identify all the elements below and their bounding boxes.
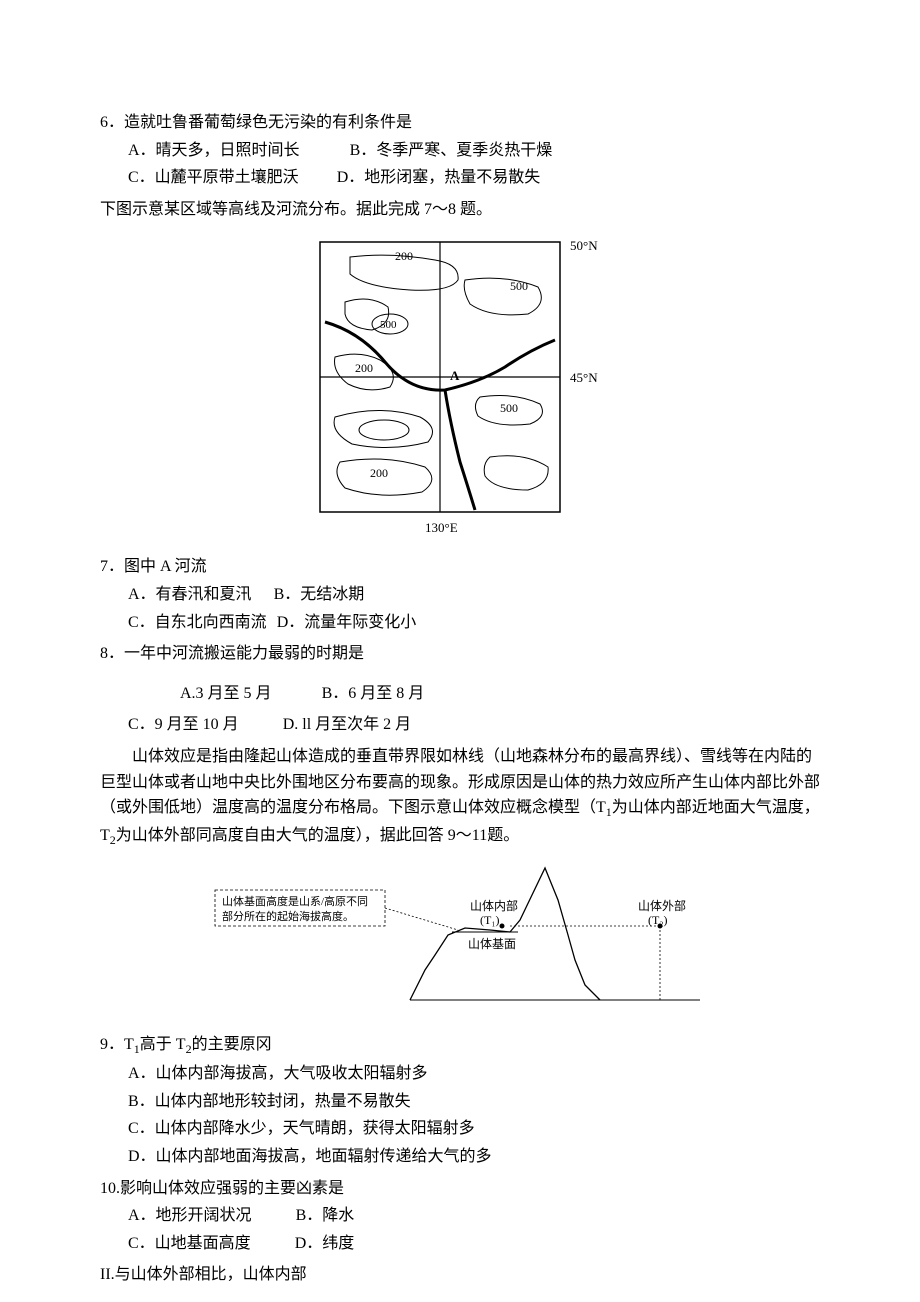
label-outer: 山体外部 <box>638 898 686 913</box>
q10-optD: D．纬度 <box>295 1235 355 1252</box>
q9-optD: D．山体内部地面海拔高，地面辐射传递给大气的多 <box>128 1144 820 1170</box>
q7-line2: C．自东北向西南流 D．流量年际变化小 <box>128 610 820 636</box>
note-line1: 山体基面高度是山系/高原不同 <box>222 894 368 908</box>
q7-stem: 7．图中 A 河流 <box>100 554 820 580</box>
question-11: II.与山体外部相比，山体内部 <box>100 1262 820 1288</box>
contour-map: 50°N 45°N 130°E 200 500 500 200 500 200 … <box>290 232 630 542</box>
q7-options: A．有春汛和夏汛 B．无结冰期 C．自东北向西南流 D．流量年际变化小 <box>100 582 820 635</box>
q8-line1: A.3 月至 5 月 B．6 月至 8 月 <box>180 681 820 707</box>
q10-optB: B．降水 <box>296 1207 355 1224</box>
q9-options: A．山体内部海拔高，大气吸收太阳辐射多 B．山体内部地形较封闭，热量不易散失 C… <box>100 1061 820 1169</box>
contour-500-b: 500 <box>380 319 397 331</box>
intro911-c: 为山体外部同高度自由大气的温度），据此回答 9～11题。 <box>116 827 519 844</box>
mountain-diagram: 山体基面高度是山系/高原不同 部分所在的起始海拔高度。 山体内部 (T₁) 山体… <box>210 860 710 1020</box>
question-10: 10.影响山体效应强弱的主要凶素是 A．地形开阔状况 B．降水 C．山地基面高度… <box>100 1176 820 1257</box>
question-7: 7．图中 A 河流 A．有春汛和夏汛 B．无结冰期 C．自东北向西南流 D．流量… <box>100 554 820 635</box>
q6-line1: A．晴天多，日照时间长 B．冬季严寒、夏季炎热干燥 <box>128 138 820 164</box>
q8-optC: C．9 月至 10 月 <box>128 716 239 733</box>
intro-7-8: 下图示意某区域等高线及河流分布。据此完成 7～8 题。 <box>100 197 820 223</box>
q9-stem-c: 的主要原冈 <box>192 1036 272 1053</box>
figure-2-wrap: 山体基面高度是山系/高原不同 部分所在的起始海拔高度。 山体内部 (T₁) 山体… <box>100 860 820 1020</box>
q7-optD: D．流量年际变化小 <box>277 614 417 631</box>
label-inner: 山体内部 <box>470 898 518 913</box>
contour-200-c: 500 <box>500 401 518 415</box>
q7-optA: A．有春汛和夏汛 <box>128 586 252 603</box>
q10-line2: C．山地基面高度 D．纬度 <box>128 1231 820 1257</box>
question-9: 9．T1高于 T2的主要原冈 A．山体内部海拔高，大气吸收太阳辐射多 B．山体内… <box>100 1032 820 1170</box>
label-base: 山体基面 <box>468 937 516 951</box>
q11-stem: II.与山体外部相比，山体内部 <box>100 1262 820 1288</box>
q8-optB: B．6 月至 8 月 <box>322 685 425 702</box>
q10-options: A．地形开阔状况 B．降水 C．山地基面高度 D．纬度 <box>100 1203 820 1256</box>
q8-options-top: A.3 月至 5 月 B．6 月至 8 月 <box>100 681 820 707</box>
q6-optA: A．晴天多，日照时间长 <box>128 142 300 159</box>
q8-optA: A.3 月至 5 月 <box>180 685 272 702</box>
q6-optB: B．冬季严寒、夏季炎热干燥 <box>350 142 553 159</box>
label-inner-t: (T₁) <box>480 913 500 927</box>
q10-optC: C．山地基面高度 <box>128 1235 251 1252</box>
lat-45n: 45°N <box>570 370 598 385</box>
q9-optC: C．山体内部降水少，天气晴朗，获得太阳辐射多 <box>128 1116 820 1142</box>
contour-500-c: 200 <box>370 466 388 480</box>
q6-optD: D．地形闭塞，热量不易散失 <box>337 169 541 186</box>
q9-optB: B．山体内部地形较封闭，热量不易散失 <box>128 1089 820 1115</box>
q9-stem: 9．T1高于 T2的主要原冈 <box>100 1032 820 1059</box>
lon-130e: 130°E <box>425 520 458 535</box>
q8-stem: 8．一年中河流搬运能力最弱的时期是 <box>100 641 820 667</box>
contour-500-a: 500 <box>510 279 528 293</box>
figure-1-wrap: 50°N 45°N 130°E 200 500 500 200 500 200 … <box>100 232 820 542</box>
q8-line2: C．9 月至 10 月 D. ll 月至次年 2 月 <box>128 712 820 738</box>
q6-optC: C．山麓平原带土壤肥沃 <box>128 169 299 186</box>
intro-9-11: 山体效应是指由隆起山体造成的垂直带界限如林线（山地森林分布的最高界线）、雪线等在… <box>100 744 820 850</box>
lat-50n: 50°N <box>570 238 598 253</box>
q8-options-bottom: C．9 月至 10 月 D. ll 月至次年 2 月 <box>100 712 820 738</box>
contour-200-a: 200 <box>395 249 413 263</box>
q9-stem-b: 高于 T <box>140 1036 186 1053</box>
q7-line1: A．有春汛和夏汛 B．无结冰期 <box>128 582 820 608</box>
q7-optC: C．自东北向西南流 <box>128 614 267 631</box>
q10-optA: A．地形开阔状况 <box>128 1207 252 1224</box>
q6-stem: 6．造就吐鲁番葡萄绿色无污染的有利条件是 <box>100 110 820 136</box>
note-line2: 部分所在的起始海拔高度。 <box>222 909 354 923</box>
question-8: 8．一年中河流搬运能力最弱的时期是 A.3 月至 5 月 B．6 月至 8 月 … <box>100 641 820 738</box>
q9-optA: A．山体内部海拔高，大气吸收太阳辐射多 <box>128 1061 820 1087</box>
q6-options: A．晴天多，日照时间长 B．冬季严寒、夏季炎热干燥 C．山麓平原带土壤肥沃 D．… <box>100 138 820 191</box>
label-outer-t: (T₂) <box>648 913 668 927</box>
q7-optB: B．无结冰期 <box>274 586 365 603</box>
q10-stem: 10.影响山体效应强弱的主要凶素是 <box>100 1176 820 1202</box>
q6-line2: C．山麓平原带土壤肥沃 D．地形闭塞，热量不易散失 <box>128 165 820 191</box>
question-6: 6．造就吐鲁番葡萄绿色无污染的有利条件是 A．晴天多，日照时间长 B．冬季严寒、… <box>100 110 820 191</box>
q9-stem-a: 9．T <box>100 1036 134 1053</box>
contour-200-b: 200 <box>355 361 373 375</box>
river-a-label: A <box>450 368 460 383</box>
q8-optD: D. ll 月至次年 2 月 <box>283 716 411 733</box>
q10-line1: A．地形开阔状况 B．降水 <box>128 1203 820 1229</box>
